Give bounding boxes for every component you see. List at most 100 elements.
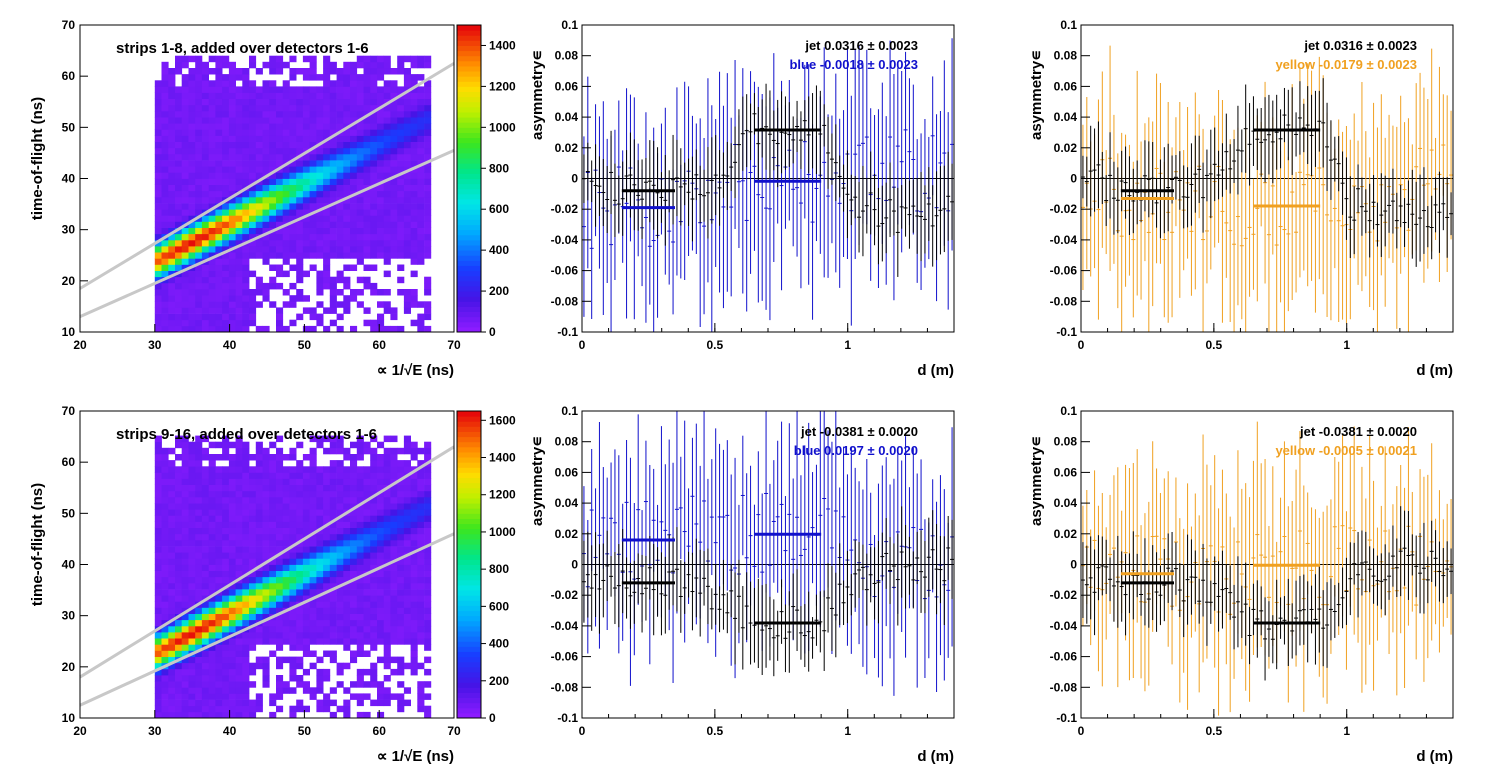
heatmap-cell [249,160,257,167]
heatmap-cell [195,546,203,553]
heatmap-cell [188,539,196,547]
heatmap-cell [350,98,358,106]
colorbar-step [457,523,481,530]
heatmap-cell [208,625,216,633]
heatmap-cell [215,441,223,449]
heatmap-cell [397,527,405,535]
heatmap-cell [316,668,324,676]
heatmap-cell [356,589,364,596]
heatmap-cell [181,582,189,590]
heatmap-cell [302,153,310,161]
heatmap-cell [417,111,425,118]
heatmap-cell [201,203,209,210]
heatmap-cell [195,521,203,528]
heatmap-cell [249,582,257,590]
heatmap-cell [175,61,183,69]
heatmap-cell [161,601,169,608]
heatmap-cell [168,166,176,173]
heatmap-cell [195,203,203,210]
heatmap-cell [235,227,243,235]
heatmap-cell [215,295,223,302]
heatmap-cell [370,172,378,179]
heatmap-cell [249,619,257,627]
heatmap-cell [343,184,351,192]
heatmap-cell [289,638,297,645]
heatmap-cell [336,564,344,571]
heatmap-cell [329,61,337,69]
heatmap-cell [161,613,169,621]
heatmap-cell [410,184,418,192]
heatmap-cell [255,92,263,99]
heatmap-cell [188,276,196,284]
heatmap-cell [201,313,209,321]
heatmap-cell [309,650,317,657]
heatmap-cell [356,539,364,547]
colorbar-step [457,687,481,693]
heatmap-cell [397,656,405,664]
heatmap-cell [154,711,162,719]
heatmap-cell [201,650,209,657]
heatmap-cell [350,68,358,75]
heatmap-cell [188,644,196,651]
heatmap-cell [255,503,263,510]
y-tick-label: 20 [62,660,76,674]
y-tick-label: 0.1 [561,18,578,32]
heatmap-cell [343,699,351,707]
heatmap-cell [228,307,236,314]
heatmap-cell [181,662,189,670]
heatmap-cell [329,546,337,553]
heatmap-cell [242,325,250,333]
heatmap-cell [195,92,203,99]
heatmap-cell [175,466,183,473]
heatmap-cell [410,478,418,485]
heatmap-cell [276,546,284,553]
heatmap-cell [390,147,398,155]
heatmap-cell [323,613,331,621]
panel-bottom-middle-asymmetry: 0 0.5 1-0.1-0.08-0.06-0.04-0.0200.020.040.… [529,404,955,765]
y-tick-label: -0.1 [557,711,578,725]
heatmap-cell [262,92,270,99]
heatmap-cell [336,546,344,553]
heatmap-cell [383,613,391,621]
heatmap-cell [424,153,432,161]
heatmap-cell [175,264,183,271]
heatmap-cell [255,595,263,602]
heatmap-cell [296,503,304,510]
y-tick-label: 0.04 [555,496,579,510]
heatmap-cell [356,515,364,522]
colorbar-step [457,132,481,139]
heatmap-cell [228,270,236,278]
heatmap-cell [343,215,351,222]
heatmap-cell [323,595,331,602]
heatmap-cell [336,435,344,443]
heatmap-cell [269,172,277,179]
heatmap-cell [316,301,324,308]
heatmap-cell [175,86,183,93]
heatmap-cell [242,619,250,627]
heatmap-cell [262,447,270,455]
y-tick-label: 0 [1070,172,1077,186]
heatmap-cell [336,705,344,713]
heatmap-cell [336,117,344,124]
heatmap-cell [363,239,371,247]
heatmap-cell [255,638,263,645]
heatmap-cell [269,301,277,308]
heatmap-cell [424,61,432,69]
heatmap-cell [188,515,196,522]
heatmap-cell [249,662,257,670]
heatmap-cell [222,441,230,449]
heatmap-cell [195,576,203,584]
heatmap-cell [289,675,297,682]
heatmap-cell [397,86,405,93]
heatmap-cell [417,607,425,614]
heatmap-cell [424,484,432,492]
heatmap-cell [276,68,284,75]
heatmap-cell [242,252,250,259]
colorbar-step [457,71,481,77]
heatmap-cell [235,104,243,112]
heatmap-cell [154,209,162,216]
heatmap-cell [249,123,257,130]
heatmap-cell [424,104,432,112]
heatmap-cell [329,478,337,485]
heatmap-cell [377,527,385,535]
